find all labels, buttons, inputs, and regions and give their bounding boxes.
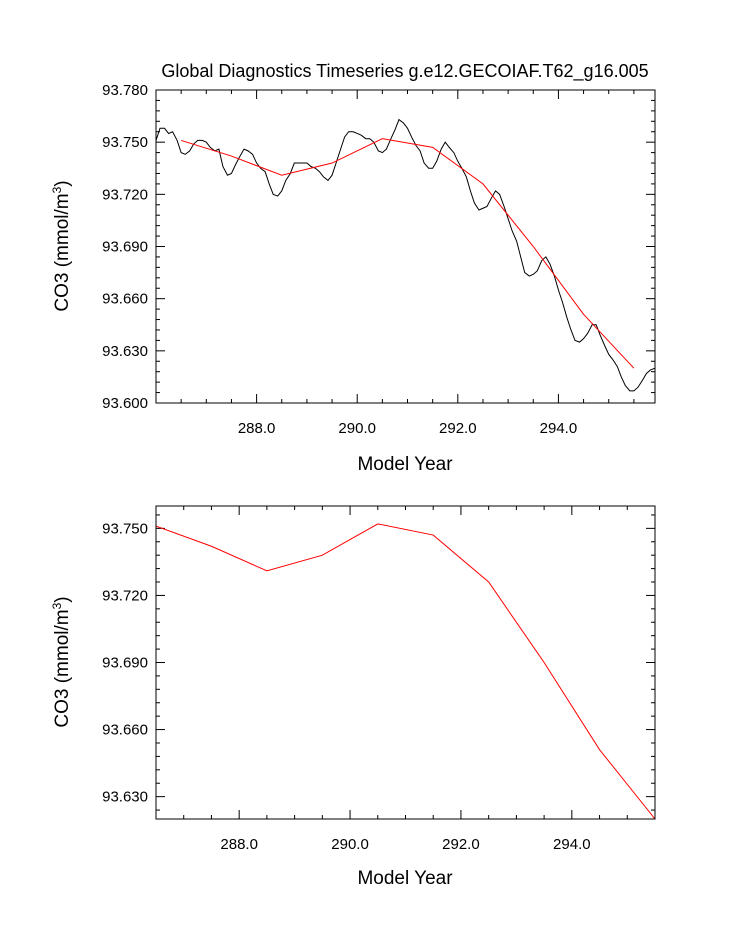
- y-axis-label: CO3 (mmol/m3): [50, 596, 73, 727]
- x-axis-label: Model Year: [357, 454, 453, 475]
- y-tick-label: 93.660: [102, 722, 148, 739]
- chart-title: Global Diagnostics Timeseries g.e12.GECO…: [161, 61, 648, 82]
- x-tick-label: 288.0: [238, 420, 276, 437]
- y-tick-label: 93.780: [102, 82, 148, 99]
- x-axis-label: Model Year: [357, 868, 453, 889]
- y-tick-label: 93.600: [102, 395, 148, 412]
- x-tick-label: 294.0: [540, 420, 578, 437]
- y-tick-label: 93.690: [102, 239, 148, 256]
- y-axis-label: CO3 (mmol/m3): [50, 180, 73, 311]
- y-tick-label: 93.630: [102, 343, 148, 360]
- y-tick-label: 93.720: [102, 186, 148, 203]
- top-chart: Global Diagnostics Timeseries g.e12.GECO…: [50, 61, 656, 475]
- monthly-series-line: [156, 118, 655, 392]
- y-tick-label: 93.630: [102, 789, 148, 806]
- y-tick-label: 93.660: [102, 291, 148, 308]
- x-tick-label: 294.0: [553, 836, 591, 853]
- annual-mean-series-line: [156, 523, 655, 819]
- y-tick-label: 93.750: [102, 134, 148, 151]
- plot-frame: [155, 89, 656, 404]
- x-tick-label: 292.0: [439, 420, 477, 437]
- annual-mean-series-line: [181, 138, 635, 369]
- y-tick-label: 93.690: [102, 655, 148, 672]
- x-tick-label: 290.0: [338, 420, 376, 437]
- plot-frame: [155, 505, 656, 820]
- x-tick-label: 288.0: [220, 836, 258, 853]
- bottom-chart: 288.0 290.0 292.0 294.0 93.630 93.660 93.690 93…: [50, 505, 656, 889]
- x-tick-label: 292.0: [442, 836, 480, 853]
- y-tick-label: 93.720: [102, 587, 148, 604]
- x-tick-label: 290.0: [331, 836, 369, 853]
- y-tick-label: 93.750: [102, 520, 148, 537]
